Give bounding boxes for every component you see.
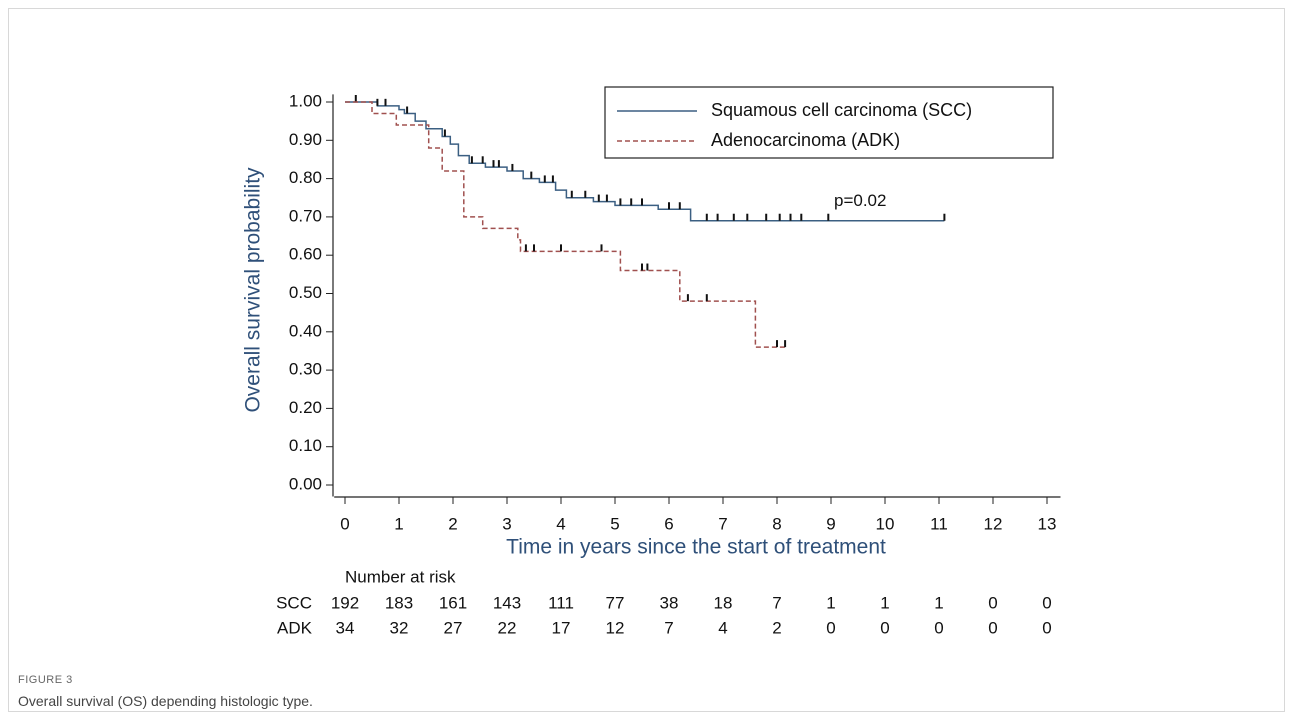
risk-row-label: ADK bbox=[277, 618, 313, 637]
risk-value: 7 bbox=[664, 618, 673, 637]
y-tick-label: 0.60 bbox=[289, 245, 322, 264]
risk-value: 4 bbox=[718, 618, 727, 637]
x-tick-label: 5 bbox=[610, 514, 619, 533]
x-tick-label: 7 bbox=[718, 514, 727, 533]
risk-value: 183 bbox=[385, 593, 413, 612]
y-tick-label: 0.70 bbox=[289, 206, 322, 225]
x-tick-label: 10 bbox=[876, 514, 895, 533]
risk-value: 0 bbox=[988, 593, 997, 612]
y-tick-label: 0.40 bbox=[289, 321, 322, 340]
y-tick-label: 0.90 bbox=[289, 130, 322, 149]
risk-value: 12 bbox=[606, 618, 625, 637]
risk-value: 0 bbox=[1042, 618, 1051, 637]
risk-value: 17 bbox=[552, 618, 571, 637]
x-tick-label: 8 bbox=[772, 514, 781, 533]
legend-label: Adenocarcinoma (ADK) bbox=[711, 130, 900, 150]
risk-value: 22 bbox=[498, 618, 517, 637]
figure-caption: Overall survival (OS) depending histolog… bbox=[18, 693, 313, 709]
y-tick-label: 0.00 bbox=[289, 474, 322, 493]
x-tick-label: 0 bbox=[340, 514, 349, 533]
y-axis-label: Overall survival probability bbox=[242, 167, 265, 413]
x-tick-label: 1 bbox=[394, 514, 403, 533]
risk-value: 38 bbox=[660, 593, 679, 612]
risk-value: 32 bbox=[390, 618, 409, 637]
y-tick-label: 0.10 bbox=[289, 436, 322, 455]
y-tick-label: 0.50 bbox=[289, 283, 322, 302]
y-tick-label: 0.30 bbox=[289, 360, 322, 379]
legend-label: Squamous cell carcinoma (SCC) bbox=[711, 100, 972, 120]
survival-curve bbox=[345, 101, 945, 222]
risk-value: 1 bbox=[934, 593, 943, 612]
figure-label: FIGURE 3 bbox=[18, 674, 73, 686]
risk-value: 77 bbox=[606, 593, 625, 612]
y-tick-label: 0.80 bbox=[289, 168, 322, 187]
risk-value: 7 bbox=[772, 593, 781, 612]
risk-value: 0 bbox=[826, 618, 835, 637]
risk-value: 111 bbox=[548, 593, 574, 612]
risk-value: 1 bbox=[880, 593, 889, 612]
x-tick-label: 2 bbox=[448, 514, 457, 533]
survival-curve bbox=[345, 101, 788, 348]
legend-box bbox=[604, 86, 1054, 159]
risk-value: 0 bbox=[880, 618, 889, 637]
x-axis-label: Time in years since the start of treatme… bbox=[506, 536, 886, 559]
figure-frame bbox=[8, 8, 1285, 712]
risk-value: 0 bbox=[1042, 593, 1051, 612]
risk-value: 2 bbox=[772, 618, 781, 637]
risk-value: 143 bbox=[493, 593, 521, 612]
risk-value: 18 bbox=[714, 593, 733, 612]
risk-row-label: SCC bbox=[276, 593, 312, 612]
risk-value: 1 bbox=[826, 593, 835, 612]
risk-value: 192 bbox=[331, 593, 359, 612]
risk-value: 0 bbox=[988, 618, 997, 637]
x-tick-label: 4 bbox=[556, 514, 565, 533]
risk-table-title: Number at risk bbox=[345, 567, 456, 586]
x-tick-label: 12 bbox=[984, 514, 1003, 533]
risk-value: 34 bbox=[336, 618, 355, 637]
x-tick-label: 3 bbox=[502, 514, 511, 533]
risk-value: 0 bbox=[934, 618, 943, 637]
risk-value: 27 bbox=[444, 618, 463, 637]
risk-value: 161 bbox=[439, 593, 467, 612]
y-tick-label: 0.20 bbox=[289, 398, 322, 417]
x-tick-label: 6 bbox=[664, 514, 673, 533]
x-tick-label: 9 bbox=[826, 514, 835, 533]
annotation: p=0.02 bbox=[834, 191, 886, 210]
y-tick-label: 1.00 bbox=[289, 91, 322, 110]
x-tick-label: 13 bbox=[1038, 514, 1057, 533]
x-tick-label: 11 bbox=[930, 514, 948, 533]
